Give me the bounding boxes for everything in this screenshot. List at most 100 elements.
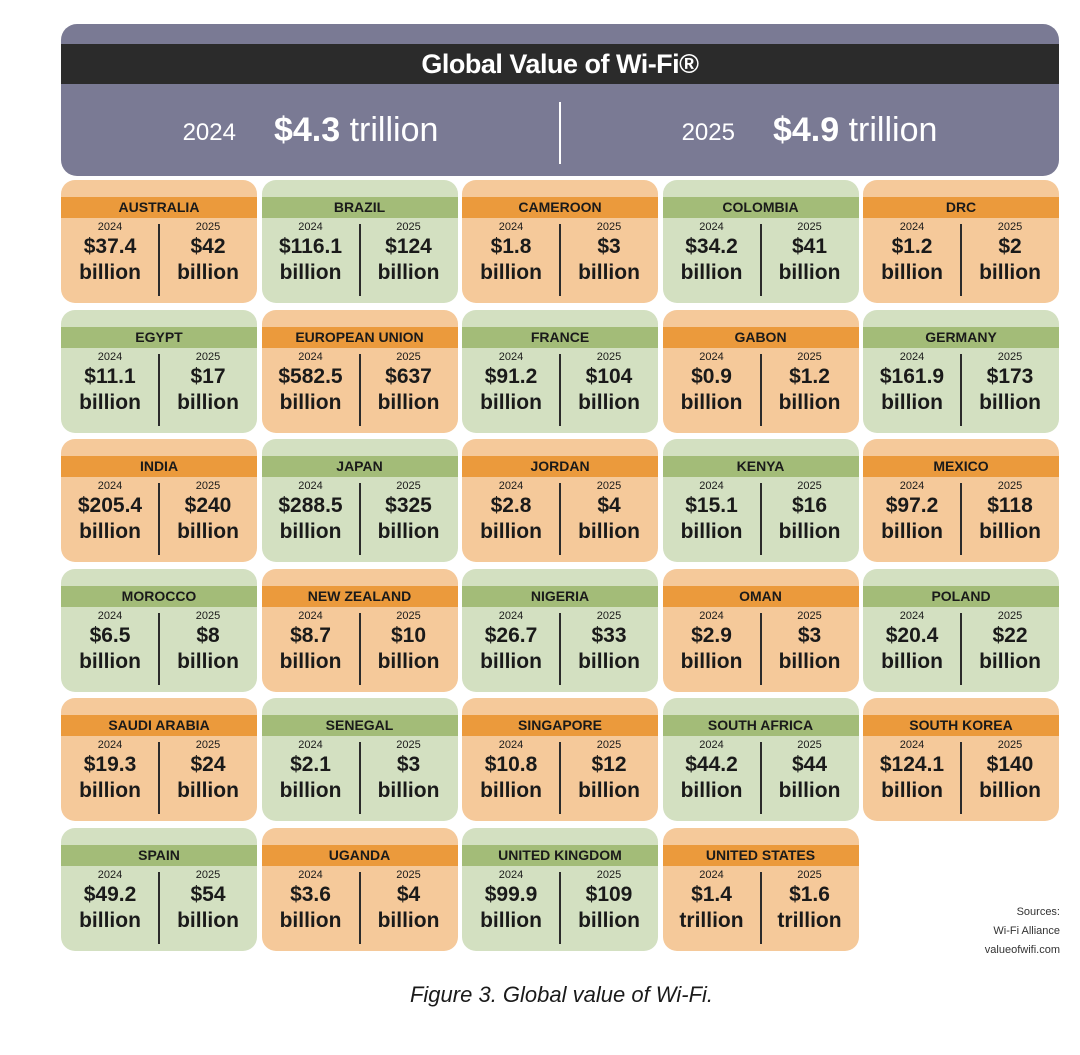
value-amount: $26.7	[484, 623, 538, 647]
value-column: 2024 $11.1 billion	[61, 350, 159, 416]
card-divider	[358, 353, 361, 426]
value-amount: $16	[791, 494, 828, 517]
card-divider	[158, 353, 160, 426]
total-value: $4.9	[772, 110, 840, 149]
year-label: 2025	[596, 739, 622, 751]
country-card: JORDAN 2024 $2.8 billion 2025 $4 billion	[462, 439, 658, 562]
value-unit: billion	[279, 390, 342, 414]
value-column: 2024 $2.8 billion	[462, 479, 560, 545]
value-column: 2025 $12 billion	[560, 738, 658, 804]
year-label: 2024	[298, 739, 323, 751]
value-column: 2025 $17 billion	[159, 350, 257, 416]
value-unit: billion	[578, 520, 640, 543]
year-label: 2025	[195, 221, 221, 233]
country-name: GABON	[662, 326, 859, 348]
value-column: 2024 $124.1 billion	[863, 738, 961, 804]
value-column: 2025 $124 billion	[360, 220, 458, 286]
card-divider	[158, 224, 160, 296]
value-unit: billion	[680, 779, 743, 802]
card-divider	[358, 224, 361, 296]
year-label: 2025	[797, 868, 822, 881]
value-column: 2025 $24 billion	[159, 738, 257, 804]
year-label: 2024	[699, 868, 724, 881]
chart-title: Global Value of Wi-Fi®	[61, 44, 1059, 84]
card-divider	[158, 483, 160, 555]
country-name: SENEGAL	[261, 715, 458, 736]
year-label: 2025	[997, 609, 1023, 622]
value-column: 2024 $161.9 billion	[863, 350, 961, 416]
value-column: 2025 $173 billion	[961, 350, 1059, 416]
value-column: 2025 $1.2 billion	[761, 350, 859, 416]
value-unit: billion	[377, 779, 440, 802]
card-divider	[158, 871, 160, 944]
card-divider	[358, 871, 361, 944]
value-unit: billion	[480, 779, 542, 802]
value-amount: $1.4	[691, 882, 732, 906]
card-divider	[559, 742, 561, 814]
value-unit: billion	[979, 779, 1041, 802]
value-unit: billion	[377, 908, 440, 932]
country-name: EGYPT	[61, 326, 257, 348]
country-card: NIGERIA 2024 $26.7 billion 2025 $33 billion	[462, 568, 658, 692]
value-amount: $54	[190, 882, 226, 906]
country-card: SENEGAL 2024 $2.1 billion 2025 $3 billion	[261, 698, 458, 821]
value-unit: billion	[778, 261, 841, 284]
value-column: 2024 $37.4 billion	[61, 220, 159, 286]
country-name: SAUDI ARABIA	[61, 715, 257, 736]
value-unit: billion	[881, 779, 943, 802]
value-amount: $124.1	[879, 753, 945, 776]
value-unit: billion	[377, 261, 440, 284]
value-unit: billion	[79, 261, 141, 284]
country-card: EGYPT 2024 $11.1 billion 2025 $17 billion	[61, 309, 257, 433]
country-card: SAUDI ARABIA 2024 $19.3 billion 2025 $24 billi…	[61, 698, 257, 821]
country-name: MOROCCO	[61, 585, 257, 607]
year-label: 2025	[797, 221, 822, 233]
year-label: 2024	[899, 739, 925, 751]
year-label: 2025	[596, 609, 622, 622]
value-unit: billion	[778, 649, 841, 673]
value-amount: $11.1	[84, 364, 136, 388]
value-unit: billion	[177, 649, 239, 673]
value-amount: $33	[591, 623, 627, 647]
country-name: NIGERIA	[462, 585, 658, 607]
total-amount: $4.3 trillion	[274, 111, 438, 150]
value-column: 2024 $1.8 billion	[462, 220, 560, 286]
country-card: KENYA 2024 $15.1 billion 2025 $16 billion	[662, 439, 859, 562]
value-column: 2024 $99.9 billion	[462, 868, 560, 934]
value-amount: $1.2	[789, 364, 830, 388]
value-column: 2025 $109 billion	[560, 868, 658, 934]
year-label: 2025	[797, 739, 822, 751]
country-card: UNITED STATES 2024 $1.4 trillion 2025 $1.6 tri…	[662, 827, 859, 951]
year-label: 2024	[97, 868, 123, 881]
value-amount: $325	[385, 494, 432, 517]
country-card: NEW ZEALAND 2024 $8.7 billion 2025 $10 billion	[261, 568, 458, 692]
value-amount: $205.4	[77, 494, 143, 517]
country-card: FRANCE 2024 $91.2 billion 2025 $104 billion	[462, 309, 658, 433]
value-amount: $19.3	[83, 753, 137, 776]
value-amount: $4	[396, 882, 421, 906]
value-unit: billion	[578, 649, 640, 673]
year-label: 2024	[899, 609, 925, 622]
value-unit: billion	[279, 779, 342, 802]
value-column: 2025 $3 billion	[761, 609, 859, 675]
country-card: SPAIN 2024 $49.2 billion 2025 $54 billion	[61, 827, 257, 951]
card-divider	[358, 742, 361, 814]
value-column: 2024 $288.5 billion	[262, 479, 360, 545]
card-divider	[559, 871, 561, 944]
value-column: 2024 $34.2 billion	[663, 220, 761, 286]
value-amount: $3.6	[290, 882, 331, 906]
country-card: CAMEROON 2024 $1.8 billion 2025 $3 billion	[462, 180, 658, 303]
country-name: EUROPEAN UNION	[261, 326, 458, 348]
value-column: 2024 $116.1 billion	[262, 220, 360, 286]
value-unit: billion	[578, 779, 640, 802]
country-card: MOROCCO 2024 $6.5 billion 2025 $8 billion	[61, 568, 257, 692]
value-amount: $0.9	[691, 364, 732, 388]
value-column: 2025 $118 billion	[961, 479, 1059, 545]
year-label: 2024	[298, 868, 323, 881]
year-label: 2025	[396, 739, 421, 751]
year-label: 2025	[596, 868, 622, 881]
country-name: GERMANY	[863, 326, 1059, 348]
value-amount: $91.2	[484, 364, 538, 388]
value-amount: $118	[987, 494, 1033, 517]
year-label: 2024	[899, 221, 925, 233]
